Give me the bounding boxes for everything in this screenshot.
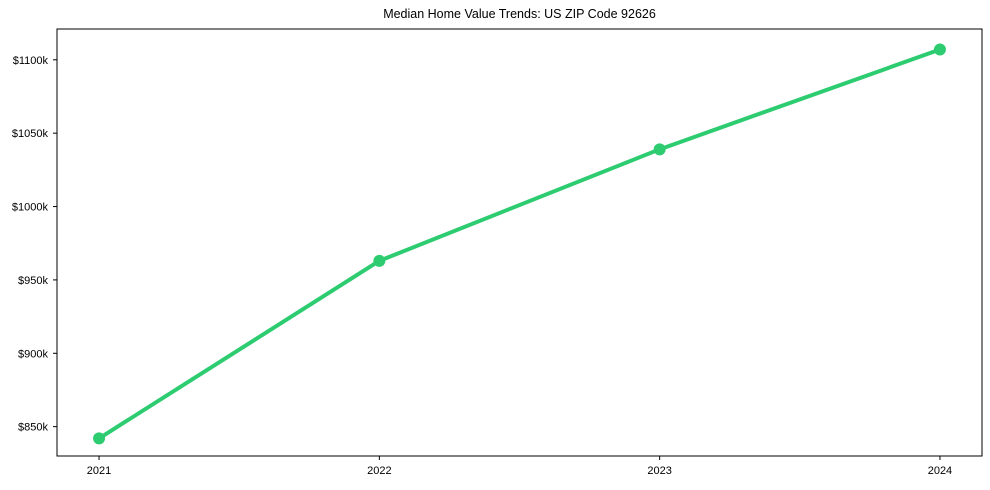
data-point-marker: [933, 43, 946, 56]
y-axis-tick-label: $1000k: [12, 202, 49, 214]
y-axis-tick-label: $850k: [18, 422, 48, 434]
trend-line: [97, 47, 942, 441]
x-axis-tick-label: 2023: [647, 465, 671, 477]
y-axis-tick-label: $950k: [18, 275, 48, 287]
y-axis-tick-label: $1050k: [12, 128, 49, 140]
y-axis-tick-label: $1100k: [13, 55, 49, 67]
data-point-marker: [373, 254, 386, 267]
y-axis-tick-label: $900k: [18, 348, 48, 360]
x-axis-tick-label: 2024: [928, 465, 952, 477]
data-point-marker: [93, 432, 106, 445]
data-point-marker: [653, 143, 666, 156]
x-axis-tick-label: 2021: [87, 465, 111, 477]
x-axis-tick-label: 2022: [367, 465, 391, 477]
chart-title: Median Home Value Trends: US ZIP Code 92…: [383, 7, 656, 21]
plot-area-border: [56, 28, 983, 457]
